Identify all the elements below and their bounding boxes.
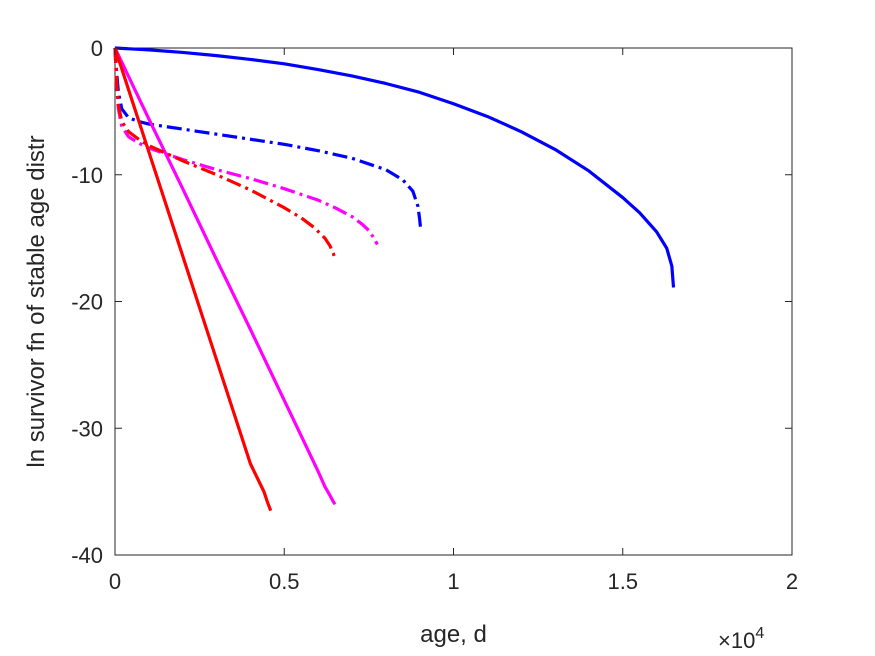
x-axis-multiplier-base: ×10 <box>718 628 755 653</box>
y-axis-label: ln survivor fn of stable age distr <box>23 135 50 467</box>
series-line-1 <box>114 46 676 288</box>
y-tick-label: 0 <box>91 36 103 61</box>
y-axis-ticks: 0 -10 -20 -30 -40 <box>71 36 792 568</box>
x-axis-multiplier-exponent: 4 <box>755 625 764 642</box>
x-axis-ticks: 0 0.5 1 1.5 2 <box>109 48 798 594</box>
series-line-5 <box>113 47 273 512</box>
x-tick-label: 2 <box>786 569 798 594</box>
axes-box <box>114 47 793 556</box>
x-tick-label: 0.5 <box>269 569 300 594</box>
x-axis-label: age, d <box>420 621 487 648</box>
series-line-3 <box>113 47 337 506</box>
plot-area: 0 0.5 1 1.5 2 0 -10 -20 -30 -40 <box>71 36 798 594</box>
series-line-4 <box>113 47 379 246</box>
x-axis-multiplier: ×104 <box>718 625 764 653</box>
y-tick-label: -10 <box>71 163 103 188</box>
x-tick-label: 1 <box>447 569 459 594</box>
series-line-2 <box>113 47 423 230</box>
y-tick-label: -20 <box>71 290 103 315</box>
x-tick-label: 0 <box>109 569 121 594</box>
y-tick-label: -40 <box>71 543 103 568</box>
y-tick-label: -30 <box>71 416 103 441</box>
x-tick-label: 1.5 <box>607 569 638 594</box>
series-line-6 <box>113 47 337 261</box>
series-layer <box>113 46 676 512</box>
